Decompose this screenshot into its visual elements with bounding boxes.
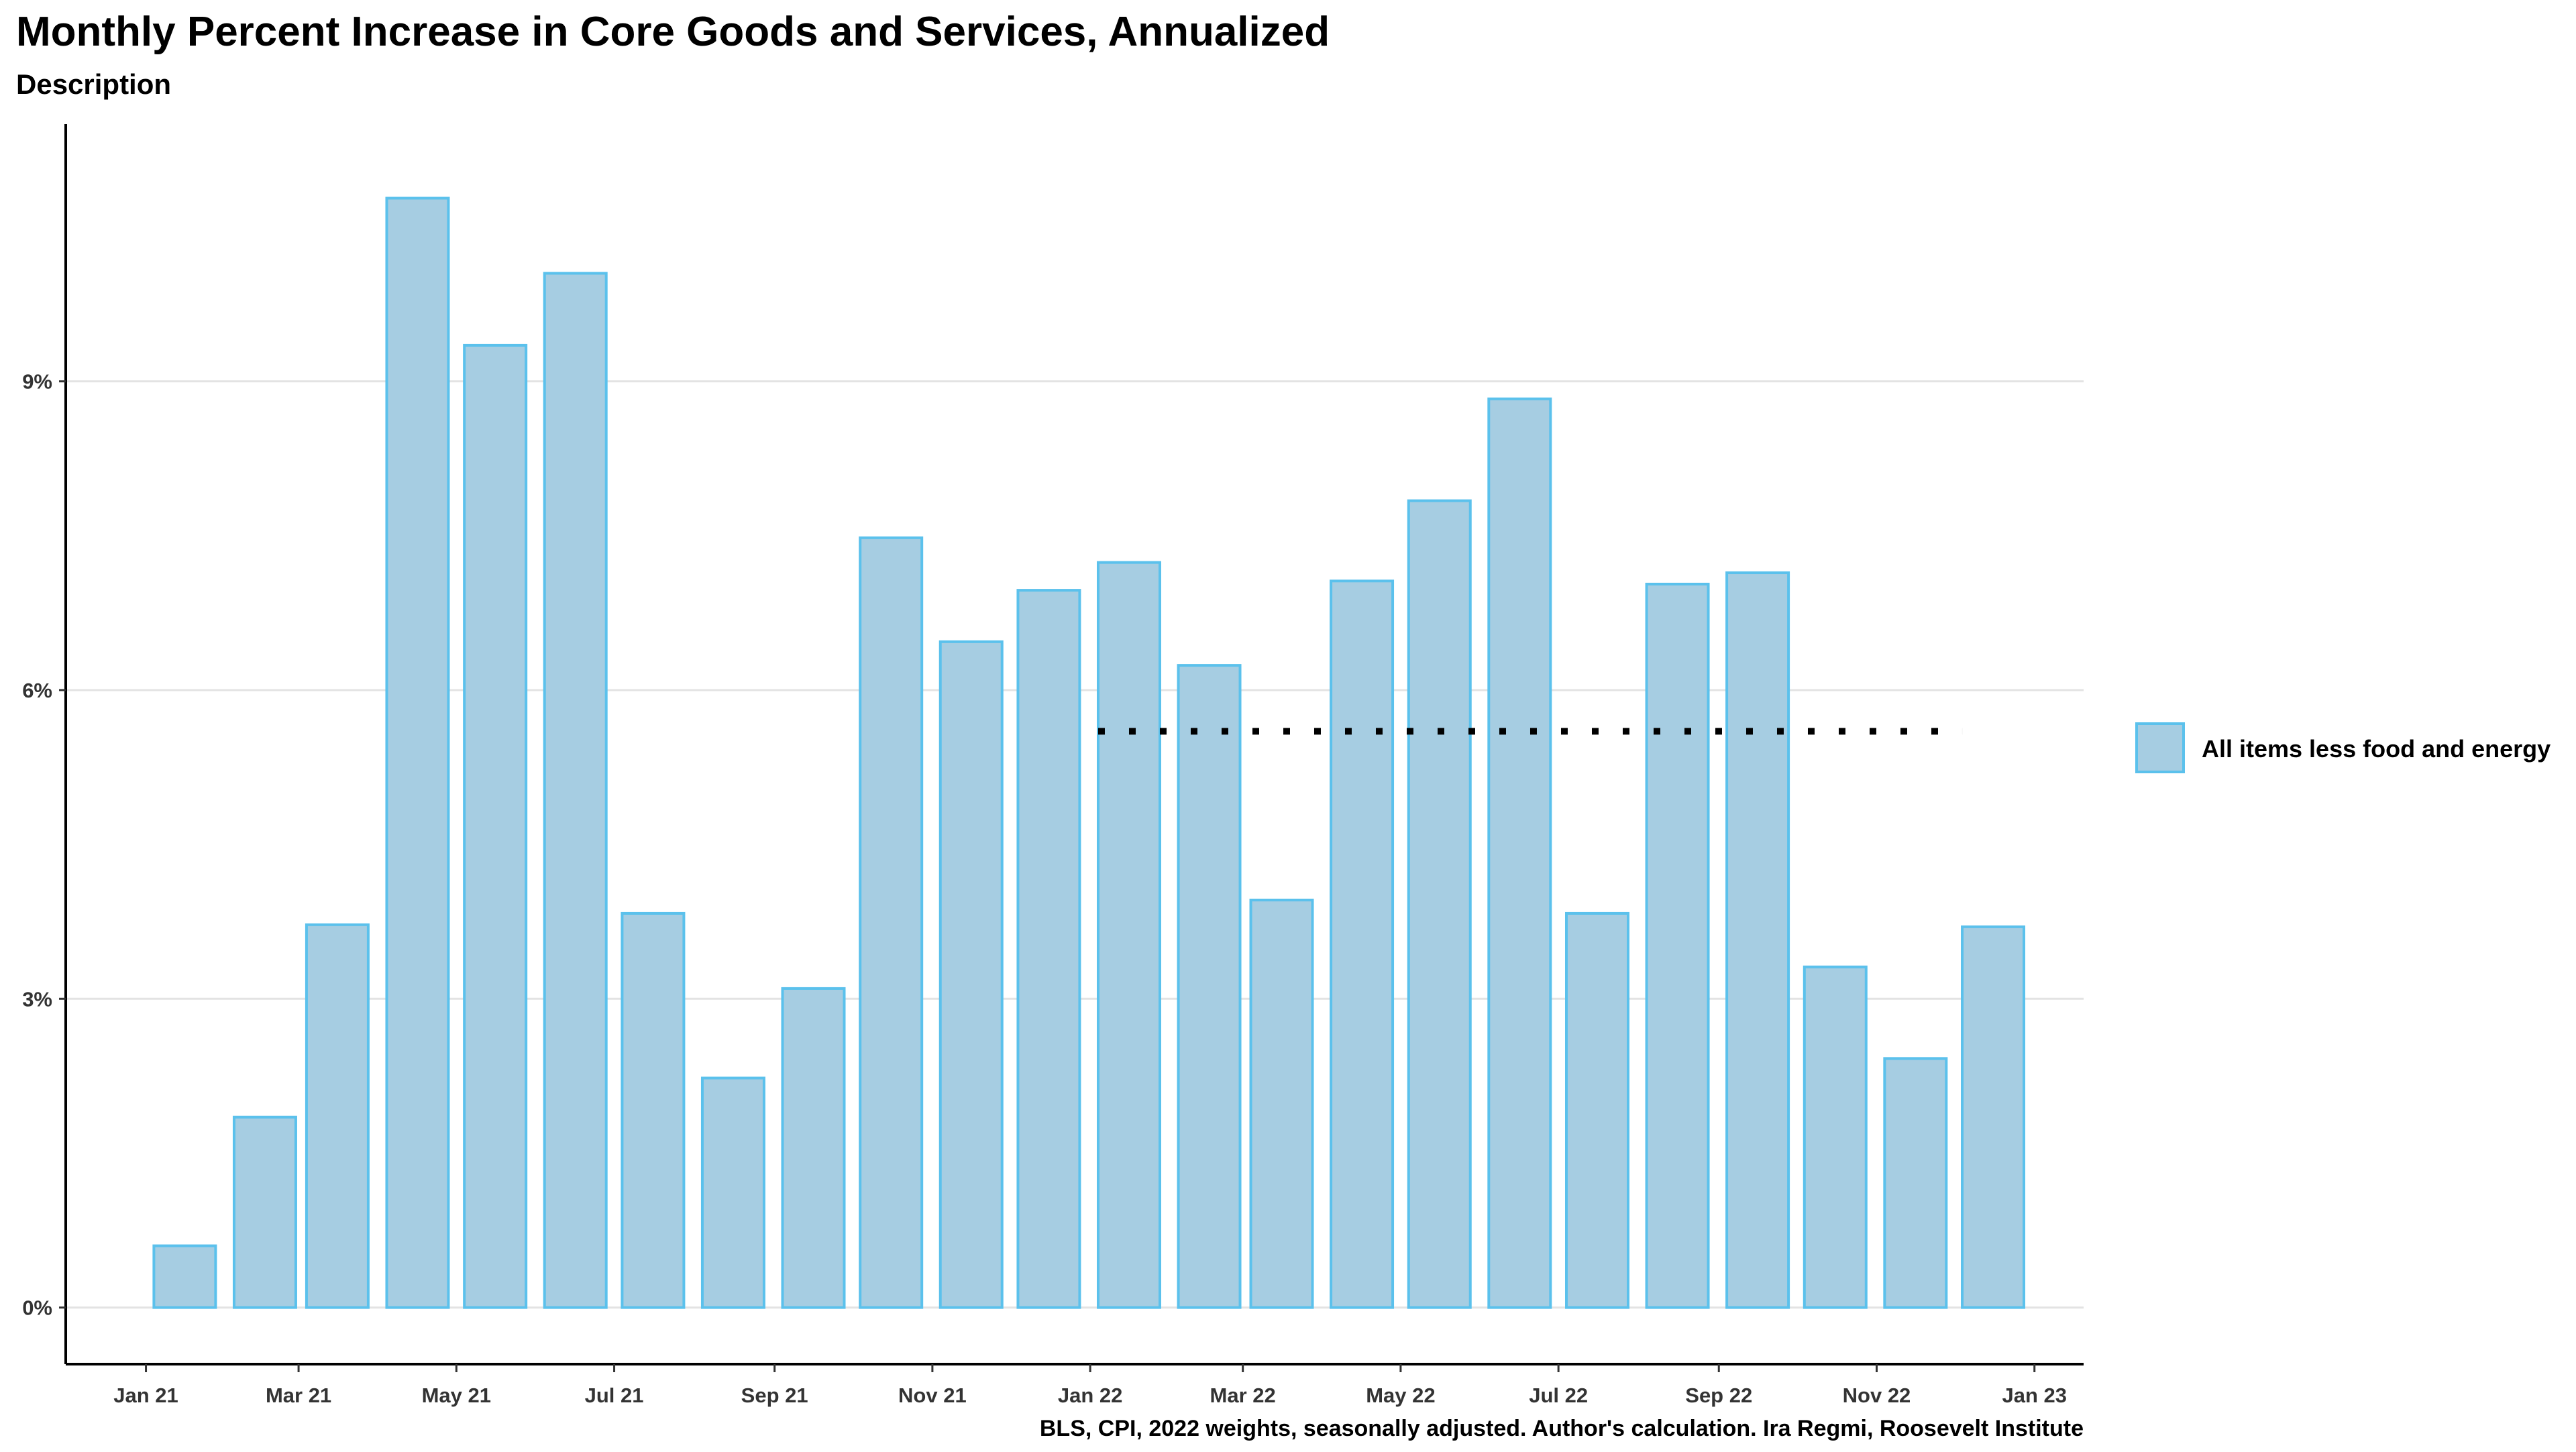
x-axis-ticks: Jan 21 Mar 21 May 21 Jul 21 Sep 21 Nov 21 Jan … <box>113 1364 2067 1407</box>
bar <box>1096 561 1161 1309</box>
x-tick-label: Jul 22 <box>1529 1384 1588 1407</box>
bar <box>1330 579 1395 1309</box>
bar <box>152 1244 217 1309</box>
chart-caption: BLS, CPI, 2022 weights, seasonally adjus… <box>1040 1416 2084 1441</box>
y-tick-label: 0% <box>22 1296 52 1320</box>
bar <box>1961 925 2026 1309</box>
bar <box>385 197 450 1309</box>
bar <box>1487 397 1552 1309</box>
y-tick-label: 9% <box>22 370 52 394</box>
y-tick-label: 6% <box>22 679 52 702</box>
axes <box>64 124 2084 1365</box>
x-tick-label: Sep 22 <box>1685 1384 1752 1407</box>
bar <box>1564 911 1629 1309</box>
bar <box>1725 571 1790 1309</box>
bar <box>543 272 608 1309</box>
bar <box>1645 582 1710 1309</box>
x-tick-label: May 21 <box>422 1384 491 1407</box>
bar <box>859 536 924 1309</box>
bar <box>1016 589 1081 1309</box>
y-tick-label: 3% <box>22 987 52 1011</box>
x-tick-label: Nov 21 <box>898 1384 967 1407</box>
bar <box>1177 664 1242 1309</box>
x-tick-label: Jan 22 <box>1058 1384 1123 1407</box>
bar <box>1803 965 1868 1309</box>
bar <box>1249 898 1314 1309</box>
x-tick-label: May 22 <box>1366 1384 1435 1407</box>
bar <box>621 911 686 1309</box>
bar <box>1407 499 1472 1309</box>
bar <box>700 1076 765 1309</box>
bar <box>1883 1057 1948 1309</box>
x-tick-label: Nov 22 <box>1843 1384 1911 1407</box>
x-tick-label: Sep 21 <box>741 1384 808 1407</box>
legend-swatch <box>2135 722 2185 773</box>
legend-label: All items less food and energy <box>2202 735 2551 763</box>
x-tick-label: Mar 21 <box>266 1384 331 1407</box>
chart-title: Monthly Percent Increase in Core Goods a… <box>16 9 1330 55</box>
x-tick-label: Jan 21 <box>113 1384 178 1407</box>
legend: All items less food and energy <box>2135 722 2551 773</box>
x-tick-label: Mar 22 <box>1210 1384 1276 1407</box>
x-tick-label: Jul 21 <box>585 1384 644 1407</box>
bar <box>463 343 528 1309</box>
bar <box>232 1115 297 1309</box>
y-axis-ticks: 0% 3% 6% 9% <box>22 370 66 1320</box>
bar <box>938 640 1004 1309</box>
chart-subtitle: Description <box>16 68 171 100</box>
x-tick-label: Jan 23 <box>2002 1384 2067 1407</box>
bar <box>781 987 846 1309</box>
bar <box>305 923 370 1309</box>
bars <box>152 197 2026 1309</box>
